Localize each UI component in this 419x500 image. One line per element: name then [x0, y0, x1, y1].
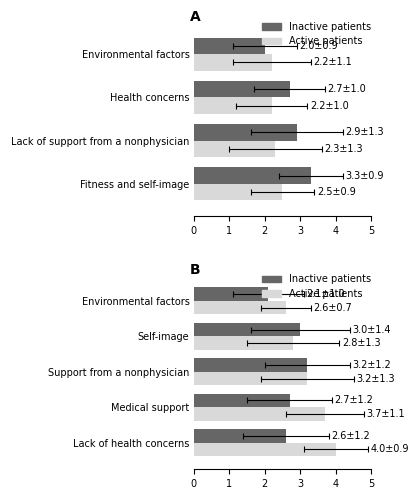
Text: B: B: [190, 262, 201, 276]
Text: 3.2±1.2: 3.2±1.2: [352, 360, 391, 370]
Text: 2.7±1.0: 2.7±1.0: [328, 84, 366, 94]
Text: 2.6±0.7: 2.6±0.7: [313, 302, 352, 312]
Text: 2.0±0.9: 2.0±0.9: [299, 41, 338, 51]
Text: 3.3±0.9: 3.3±0.9: [345, 170, 384, 180]
Legend: Inactive patients, Active patients: Inactive patients, Active patients: [258, 270, 375, 303]
Text: 3.2±1.3: 3.2±1.3: [356, 374, 395, 384]
Text: 2.2±1.0: 2.2±1.0: [310, 100, 349, 110]
Text: 2.5±0.9: 2.5±0.9: [317, 187, 356, 197]
Text: 2.3±1.3: 2.3±1.3: [324, 144, 363, 154]
Legend: Inactive patients, Active patients: Inactive patients, Active patients: [258, 18, 375, 50]
Bar: [194, 54, 272, 70]
Bar: [194, 358, 308, 372]
Bar: [194, 429, 286, 442]
Text: 4.0±0.9: 4.0±0.9: [370, 444, 409, 454]
Text: 2.8±1.3: 2.8±1.3: [342, 338, 380, 348]
Bar: [194, 98, 272, 114]
Text: 2.2±1.1: 2.2±1.1: [313, 58, 352, 68]
Bar: [194, 323, 300, 336]
Bar: [194, 38, 265, 54]
Text: 2.6±1.2: 2.6±1.2: [331, 431, 370, 441]
Bar: [194, 288, 268, 301]
Bar: [194, 301, 286, 314]
Bar: [194, 140, 275, 157]
Bar: [194, 407, 325, 420]
Bar: [194, 124, 297, 140]
Text: 3.7±1.1: 3.7±1.1: [367, 409, 405, 419]
Bar: [194, 184, 282, 200]
Text: 2.7±1.2: 2.7±1.2: [335, 396, 374, 406]
Bar: [194, 394, 290, 407]
Bar: [194, 372, 308, 385]
Bar: [194, 442, 336, 456]
Text: 2.1±1.0: 2.1±1.0: [306, 289, 345, 299]
Text: A: A: [190, 10, 201, 24]
Bar: [194, 336, 293, 350]
Bar: [194, 81, 290, 98]
Text: 3.0±1.4: 3.0±1.4: [352, 324, 391, 334]
Text: 2.9±1.3: 2.9±1.3: [345, 128, 384, 138]
Bar: [194, 168, 311, 184]
